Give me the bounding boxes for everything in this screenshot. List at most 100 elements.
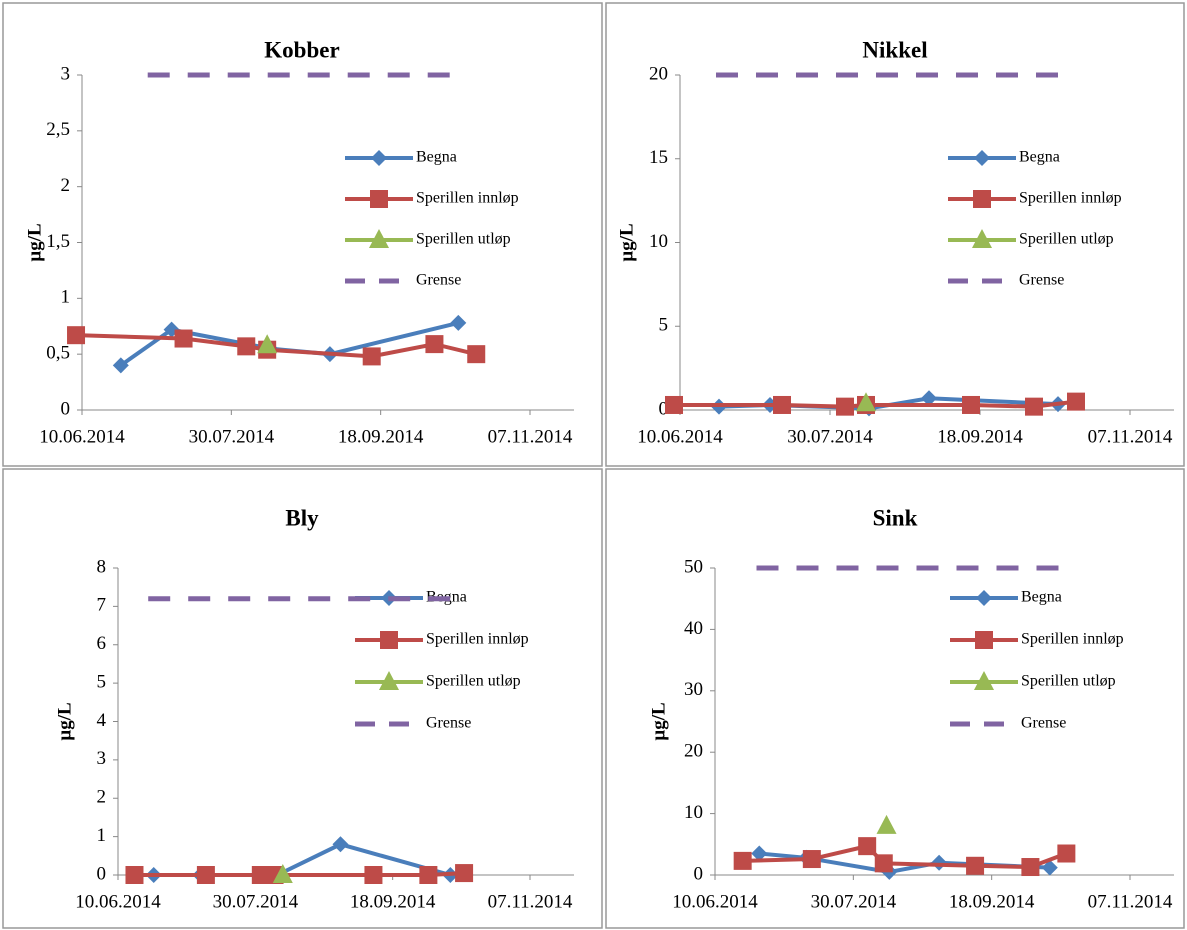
marker bbox=[272, 864, 293, 883]
legend-label: Grense bbox=[426, 715, 471, 732]
y-tick-label: 10 bbox=[649, 231, 668, 252]
legend-label: Sperillen innløp bbox=[1021, 631, 1124, 648]
marker bbox=[856, 392, 876, 412]
y-tick-label: 3 bbox=[61, 63, 71, 84]
panel-border bbox=[605, 468, 1185, 929]
y-tick-label: 8 bbox=[97, 556, 107, 577]
x-tick-label: 10.06.2014 bbox=[637, 426, 723, 447]
marker bbox=[455, 864, 474, 883]
y-tick-label: 0 bbox=[97, 863, 107, 884]
marker bbox=[196, 866, 215, 884]
marker bbox=[976, 590, 992, 606]
marker bbox=[876, 814, 897, 834]
line-chart: Bly µg/L 0 1 2 3 4 5 6 7 8 10.06.2014 30.07.2014 18.0… bbox=[54, 505, 574, 912]
marker bbox=[1057, 844, 1076, 863]
y-tick-label: 5 bbox=[659, 315, 669, 336]
x-tick-label: 10.06.2014 bbox=[75, 891, 161, 912]
marker bbox=[125, 866, 144, 884]
legend-label: Grense bbox=[1021, 715, 1066, 732]
marker bbox=[974, 150, 990, 166]
marker bbox=[665, 395, 683, 414]
chart-title: Kobber bbox=[264, 37, 339, 62]
x-tick-label: 30.07.2014 bbox=[213, 891, 299, 912]
y-axis-label: µg/L bbox=[616, 223, 637, 261]
legend-label: Sperillen utløp bbox=[1021, 673, 1116, 690]
series-line bbox=[134, 871, 465, 877]
marker bbox=[112, 357, 129, 374]
marker bbox=[874, 854, 893, 873]
panel-border bbox=[605, 2, 1185, 467]
x-tick-label: 07.11.2014 bbox=[488, 891, 573, 912]
y-tick-label: 20 bbox=[649, 63, 668, 84]
marker bbox=[237, 337, 256, 356]
chart-title: Nikkel bbox=[862, 37, 927, 62]
x-tick-label: 18.09.2014 bbox=[949, 891, 1035, 912]
marker bbox=[67, 326, 86, 345]
legend-label: Sperillen utløp bbox=[1019, 231, 1114, 248]
panel-border bbox=[2, 2, 603, 467]
marker bbox=[380, 631, 398, 649]
y-tick-label: 2 bbox=[61, 175, 71, 196]
y-tick-label: 1 bbox=[61, 287, 71, 308]
y-tick-label: 2,5 bbox=[46, 119, 70, 140]
y-tick-label: 10 bbox=[684, 802, 703, 823]
x-tick-label: 10.06.2014 bbox=[39, 426, 125, 447]
marker bbox=[174, 329, 193, 348]
marker bbox=[419, 866, 438, 884]
marker bbox=[362, 347, 381, 366]
marker bbox=[379, 671, 399, 690]
marker bbox=[370, 190, 388, 208]
line-chart: Sink µg/L 0 10 20 30 40 50 10.06.2014 30.07.2014 1… bbox=[648, 505, 1174, 912]
y-tick-label: 6 bbox=[97, 633, 107, 654]
y-tick-label: 1 bbox=[97, 825, 107, 846]
legend-label: Sperillen utløp bbox=[416, 231, 511, 248]
legend-label: Grense bbox=[416, 272, 461, 289]
marker bbox=[975, 631, 993, 649]
y-tick-label: 7 bbox=[97, 595, 107, 616]
marker bbox=[425, 335, 444, 354]
x-tick-label: 30.07.2014 bbox=[189, 426, 275, 447]
marker bbox=[467, 345, 486, 364]
marker bbox=[921, 390, 937, 407]
y-axis-label: µg/L bbox=[648, 702, 669, 740]
legend-label: Begna bbox=[416, 149, 457, 166]
marker bbox=[972, 229, 992, 248]
marker bbox=[733, 851, 752, 870]
legend-label: Sperillen utløp bbox=[426, 673, 521, 690]
marker bbox=[773, 395, 791, 414]
panel-border bbox=[2, 468, 603, 929]
y-tick-label: 2 bbox=[97, 787, 107, 808]
legend-label: Grense bbox=[1019, 272, 1064, 289]
marker bbox=[974, 671, 994, 690]
marker bbox=[802, 850, 821, 869]
marker bbox=[751, 845, 768, 862]
marker bbox=[973, 190, 991, 208]
legend-label: Begna bbox=[1019, 149, 1060, 166]
x-tick-label: 07.11.2014 bbox=[1088, 426, 1173, 447]
y-tick-label: 50 bbox=[684, 556, 703, 577]
marker bbox=[858, 837, 877, 856]
y-tick-label: 4 bbox=[97, 710, 107, 731]
x-tick-label: 07.11.2014 bbox=[488, 426, 573, 447]
marker bbox=[1021, 858, 1040, 877]
x-tick-label: 30.07.2014 bbox=[811, 891, 897, 912]
x-tick-label: 18.09.2014 bbox=[937, 426, 1023, 447]
marker bbox=[332, 836, 349, 853]
x-tick-label: 30.07.2014 bbox=[787, 426, 873, 447]
y-tick-label: 5 bbox=[97, 671, 107, 692]
y-tick-label: 15 bbox=[649, 147, 668, 168]
legend-label: Sperillen innløp bbox=[1019, 190, 1122, 207]
x-tick-label: 18.09.2014 bbox=[338, 426, 424, 447]
marker bbox=[962, 395, 980, 414]
y-axis-label: µg/L bbox=[54, 702, 75, 740]
y-tick-label: 30 bbox=[684, 679, 703, 700]
legend-label: Sperillen innløp bbox=[426, 631, 529, 648]
y-tick-label: 1,5 bbox=[46, 231, 70, 252]
y-tick-label: 0 bbox=[659, 398, 669, 419]
y-tick-label: 0 bbox=[694, 863, 704, 884]
marker bbox=[836, 397, 854, 416]
marker bbox=[1067, 392, 1085, 411]
y-axis-label: µg/L bbox=[24, 223, 45, 261]
line-chart: Nikkel µg/L 0 5 10 15 20 10.06.2014 30.07.2014 18… bbox=[616, 37, 1174, 447]
